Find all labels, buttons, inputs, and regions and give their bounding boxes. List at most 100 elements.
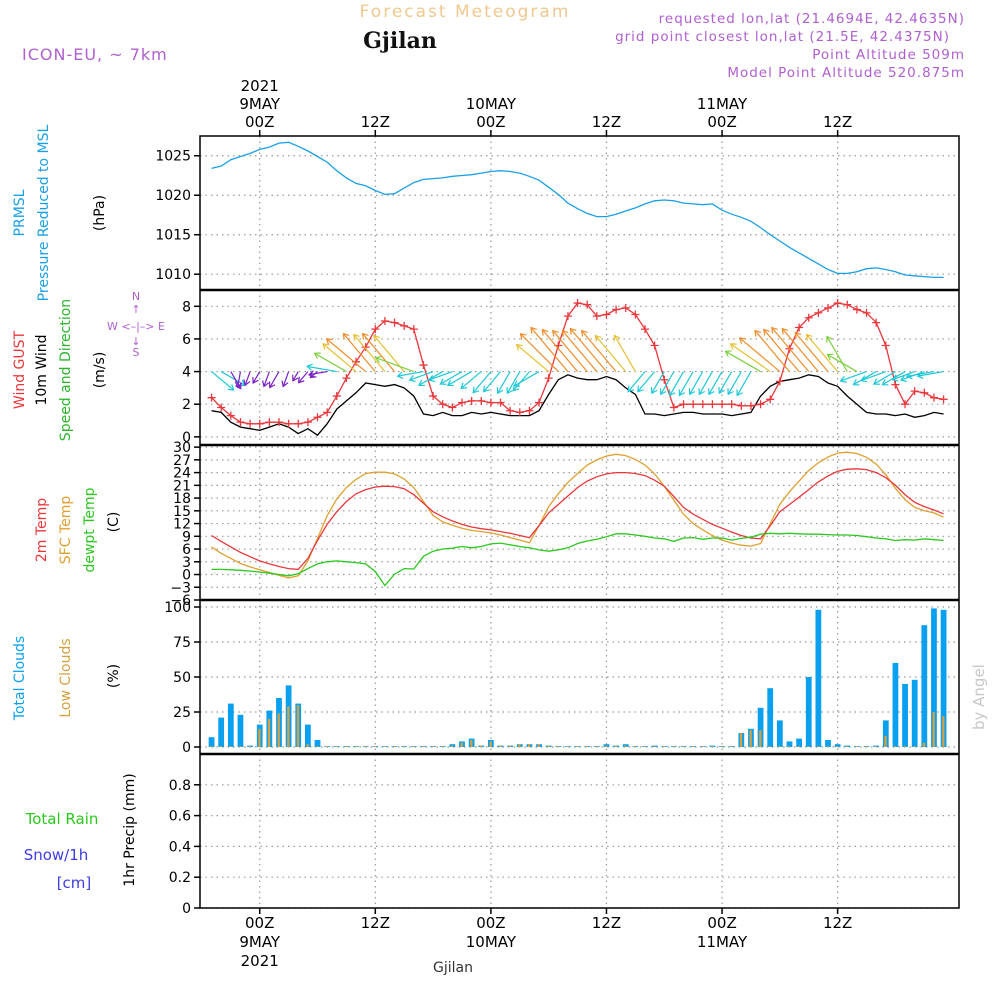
wind-arrow-head [268, 381, 276, 389]
wind-arrow [561, 329, 598, 372]
low-cloud-bar [759, 730, 762, 747]
low-cloud-bar [479, 745, 483, 747]
low-cloud-bar [316, 746, 319, 747]
low-cloud-bar [633, 746, 637, 747]
low-cloud-bar [556, 746, 560, 747]
low-clouds-label: Low Clouds [58, 638, 74, 717]
gust-marker [544, 374, 553, 383]
grid-point-coords: grid point closest lon,lat (21.5E, 42.43… [615, 29, 950, 45]
low-cloud-bar [431, 746, 434, 747]
wind-arrow-head [794, 331, 802, 339]
wind-arrow-shaft [460, 371, 482, 389]
gust-marker [467, 396, 476, 405]
wind-gust-line [211, 302, 944, 425]
wind-arrow-shaft [520, 333, 559, 373]
total-cloud-bar [786, 741, 793, 747]
wind-arrow [852, 371, 877, 386]
low-cloud-bar [922, 742, 926, 747]
gust-marker [766, 395, 775, 404]
wind-arrow-head [580, 329, 588, 337]
wind-arrow-shaft [552, 330, 588, 372]
wind-arrow [515, 343, 550, 373]
wind-arrow [781, 327, 819, 372]
wind-arrow [530, 326, 569, 372]
y-tick-label: 0.6 [169, 809, 191, 825]
gust-marker [920, 388, 929, 397]
wind-arrow [496, 371, 511, 395]
total-cloud-bar [882, 720, 889, 747]
wind-arrow-shaft [472, 371, 492, 394]
wind-arrow-head [805, 333, 813, 341]
wind-arrow-shaft [613, 335, 636, 372]
gust-marker [217, 403, 226, 412]
wind-arrow-head [506, 387, 513, 395]
wind-arrow-head [881, 379, 889, 386]
wind-unit: (m/s) [92, 352, 108, 389]
wind-arrow [439, 371, 463, 385]
wind-arrow-shaft [252, 371, 261, 384]
gust-marker [592, 312, 601, 321]
wind-arrow-shaft [917, 370, 944, 377]
wind-arrow [297, 371, 309, 384]
wind-arrow-shaft [362, 333, 396, 372]
wind-arrow [637, 371, 656, 393]
top-year-label: 2021 [241, 77, 279, 95]
wind-arrow [252, 371, 261, 384]
low-cloud-bar [422, 746, 425, 747]
wind-arrow-shaft [314, 352, 347, 373]
low-cloud-bar [248, 746, 251, 747]
gust-marker [236, 418, 245, 427]
gust-marker [939, 395, 948, 404]
precip-unit: 1hr Precip (mm) [122, 773, 138, 886]
y-tick-label: 0 [182, 740, 191, 756]
wind-arrow-head [427, 374, 435, 382]
wind-arrow [506, 371, 521, 395]
wind-arrow-head [353, 333, 360, 341]
low-cloud-bar [325, 746, 329, 747]
wind-arrow [281, 371, 290, 388]
gust-marker [852, 305, 861, 314]
wind-arrow-shaft [739, 337, 781, 373]
gust-marker [265, 418, 274, 427]
temp-unit: (C) [106, 512, 122, 533]
gust-marker [361, 343, 370, 352]
wind-speed-line [211, 374, 944, 437]
wind-arrow-shaft [292, 371, 299, 382]
bottom-time-label: 12Z [823, 914, 852, 932]
low-cloud-bar [768, 746, 772, 747]
low-cloud-bar [306, 744, 309, 747]
wind-arrow-shaft [211, 371, 235, 391]
gust-marker [525, 406, 534, 415]
gust-marker [708, 400, 717, 409]
low-cloud-bar [730, 746, 733, 747]
low-cloud-bar [518, 744, 521, 747]
wind-arrow-head [307, 370, 315, 378]
low-cloud-bar [605, 745, 608, 747]
wind-arrow-shaft [282, 371, 290, 387]
gust-marker [486, 398, 495, 407]
gust-marker [775, 377, 784, 386]
wind-arrow-head [668, 389, 676, 397]
wind-arrow-shaft [447, 371, 472, 386]
wind-arrow-head [771, 326, 778, 334]
footer-location: Gjilan [433, 960, 473, 976]
gust-marker [804, 313, 813, 322]
dewpoint-line [211, 532, 944, 587]
low-cloud-bar [845, 746, 849, 747]
top-time-label: 12Z [823, 113, 852, 131]
wind-arrow-shaft [840, 371, 867, 382]
low-cloud-bar [537, 744, 540, 747]
wind-arrow-head [519, 332, 527, 340]
low-cloud-bar [682, 746, 685, 747]
wind-arrow-head [724, 350, 732, 357]
wind-arrow-head [561, 329, 569, 337]
low-cloud-bar [393, 746, 396, 747]
wind-arrow-shaft [826, 336, 848, 372]
gust-marker [429, 392, 438, 401]
wind-arrow [552, 329, 588, 372]
y-tick-label: 0.4 [169, 839, 191, 855]
wind-arrow-head [292, 374, 299, 382]
low-cloud-bar [595, 746, 598, 747]
low-cloud-bar [701, 746, 704, 747]
wind-arrow-shaft [736, 371, 752, 396]
